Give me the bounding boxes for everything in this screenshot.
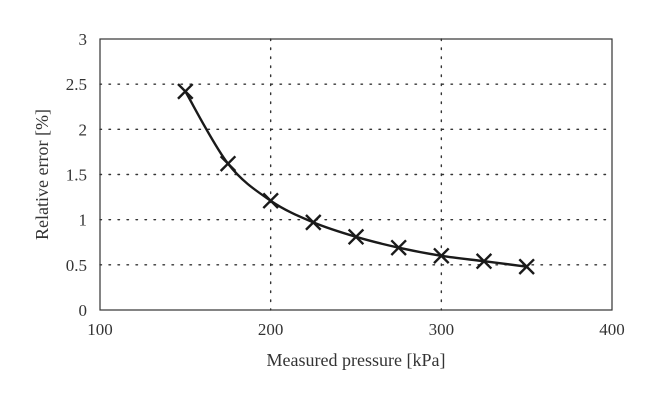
y-tick-label: 2.5 bbox=[66, 75, 87, 94]
data-point-marker-0 bbox=[177, 83, 194, 100]
y-tick-label: 1 bbox=[79, 211, 88, 230]
y-tick-label: 3 bbox=[79, 30, 88, 49]
y-axis-ticks: 0 0.5 1 1.5 2 2.5 3 bbox=[66, 30, 87, 320]
plot-area-frame bbox=[99, 38, 613, 311]
y-tick-label: 0.5 bbox=[66, 256, 87, 275]
data-point-marker-5 bbox=[390, 239, 407, 256]
data-markers bbox=[177, 83, 535, 275]
y-tick-label: 1.5 bbox=[66, 166, 87, 185]
x-axis-ticks: 100 200 300 400 bbox=[87, 320, 625, 339]
data-point-marker-1 bbox=[219, 155, 237, 172]
x-tick-label: 100 bbox=[87, 320, 113, 339]
y-tick-label: 2 bbox=[79, 120, 88, 139]
x-axis-label: Measured pressure [kPa] bbox=[267, 350, 446, 370]
x-tick-label: 300 bbox=[429, 320, 455, 339]
y-axis-label: Relative error [%] bbox=[32, 109, 52, 240]
data-point-marker-2 bbox=[262, 192, 279, 209]
data-point-marker-7 bbox=[475, 253, 493, 270]
series-line bbox=[184, 90, 527, 268]
y-tick-label: 0 bbox=[79, 301, 88, 320]
data-point-marker-3 bbox=[305, 214, 322, 231]
data-point-marker-8 bbox=[518, 258, 535, 275]
x-tick-label: 200 bbox=[258, 320, 284, 339]
data-point-marker-6 bbox=[433, 247, 450, 264]
data-point-marker-4 bbox=[347, 228, 365, 246]
grid bbox=[99, 38, 613, 311]
x-tick-label: 400 bbox=[599, 320, 625, 339]
